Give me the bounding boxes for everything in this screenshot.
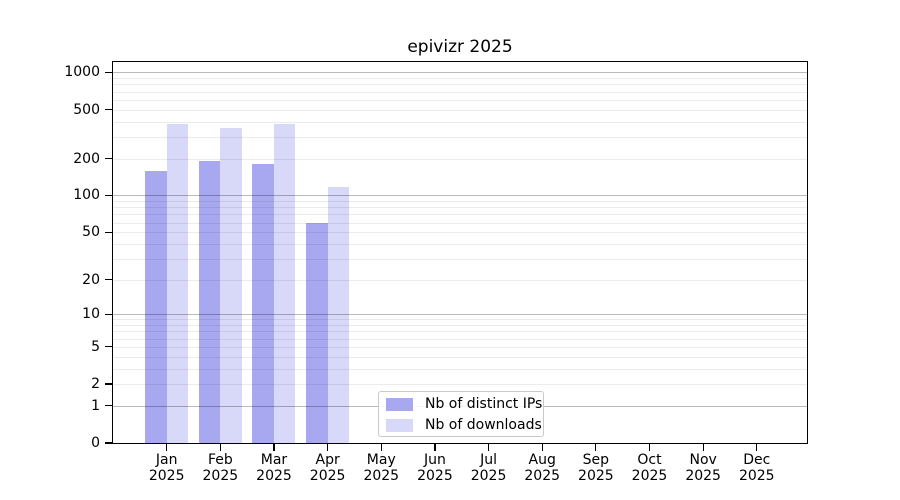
y-tick-label-500: 500 — [73, 101, 100, 118]
y-tick-20 — [105, 279, 112, 281]
x-tick-oct — [648, 444, 651, 451]
y-tick-5 — [105, 346, 112, 348]
bar-jan-nb-of-distinct-ips — [145, 171, 167, 443]
y-tick-label-10: 10 — [82, 306, 100, 323]
chart-title: epivizr 2025 — [407, 37, 513, 57]
x-tick-month-apr: Apr — [315, 452, 340, 468]
y-tick-10 — [105, 313, 112, 315]
x-tick-month-jul: Jul — [480, 452, 498, 468]
y-tick-label-20: 20 — [82, 271, 100, 288]
y-tick-200 — [105, 157, 112, 160]
y-tick-100 — [105, 194, 112, 197]
y-tick-50 — [105, 231, 112, 233]
x-tick-year-jun: 2025 — [417, 467, 453, 484]
y-tick-label-1: 1 — [91, 397, 100, 414]
x-tick-year-jul: 2025 — [470, 467, 507, 484]
x-tick-month-mar: Mar — [260, 452, 288, 468]
y-tick-label-50: 50 — [82, 224, 100, 241]
bar-mar-nb-of-downloads — [273, 124, 296, 443]
bars-layer — [113, 62, 807, 443]
x-tick-year-may: 2025 — [363, 467, 400, 484]
legend-swatch-downloads — [386, 419, 413, 432]
y-tick-1 — [105, 405, 112, 407]
x-tick-month-jan: Jan — [155, 452, 178, 468]
bar-apr-nb-of-downloads — [327, 186, 350, 443]
x-tick-feb — [219, 444, 221, 451]
x-tick-month-feb: Feb — [207, 452, 233, 468]
x-tick-month-oct: Oct — [637, 452, 662, 468]
x-tick-label-sep: Sep 2025 — [566, 452, 626, 484]
x-tick-label-jan: Jan 2025 — [137, 452, 197, 484]
y-tick-label-5: 5 — [91, 338, 100, 355]
bar-apr-nb-of-distinct-ips — [306, 222, 328, 443]
y-tick-label-100: 100 — [73, 187, 100, 204]
y-tick-0 — [105, 442, 112, 444]
x-tick-month-may: May — [366, 452, 396, 468]
x-tick-label-jun: Jun 2025 — [405, 452, 465, 484]
x-tick-may — [380, 444, 382, 451]
x-tick-month-jun: Jun — [423, 452, 446, 468]
bar-jan-nb-of-downloads — [166, 124, 189, 443]
legend-swatch-distinct-ips — [386, 398, 413, 411]
legend-entry-downloads: Nb of downloads — [379, 415, 543, 436]
x-tick-label-aug: Aug 2025 — [512, 452, 572, 484]
x-tick-jul — [487, 444, 490, 451]
bar-feb-nb-of-downloads — [220, 128, 242, 443]
x-tick-year-jan: 2025 — [148, 467, 185, 484]
legend-label-downloads: Nb of downloads — [425, 417, 542, 433]
x-tick-nov — [702, 444, 704, 451]
x-tick-label-apr: Apr 2025 — [298, 452, 358, 484]
legend: Nb of distinct IPs Nb of downloads — [378, 391, 544, 437]
y-tick-2 — [105, 383, 112, 385]
x-tick-year-feb: 2025 — [202, 467, 239, 484]
x-tick-year-dec: 2025 — [738, 467, 775, 484]
bar-mar-nb-of-distinct-ips — [252, 163, 274, 443]
x-tick-year-oct: 2025 — [631, 467, 668, 484]
x-tick-label-may: May 2025 — [351, 452, 411, 484]
x-tick-label-jul: Jul 2025 — [459, 452, 519, 484]
x-tick-label-nov: Nov 2025 — [673, 452, 733, 484]
y-tick-500 — [105, 108, 112, 111]
x-tick-aug — [541, 444, 543, 451]
x-tick-year-sep: 2025 — [578, 467, 614, 484]
y-tick-label-0: 0 — [91, 435, 100, 451]
x-tick-month-nov: Nov — [689, 452, 717, 468]
x-tick-mar — [273, 444, 275, 451]
x-tick-year-aug: 2025 — [524, 467, 561, 484]
x-tick-jan — [166, 444, 168, 451]
x-tick-label-feb: Feb 2025 — [190, 452, 250, 484]
plot-area — [112, 61, 808, 444]
x-tick-label-oct: Oct 2025 — [620, 452, 680, 484]
legend-label-distinct-ips: Nb of distinct IPs — [425, 396, 543, 412]
legend-entry-distinct-ips: Nb of distinct IPs — [379, 394, 543, 415]
x-tick-month-sep: Sep — [582, 452, 610, 468]
x-tick-jun — [434, 444, 436, 451]
y-tick-label-2: 2 — [91, 376, 100, 393]
y-tick-1000 — [105, 71, 112, 74]
bar-feb-nb-of-distinct-ips — [198, 160, 221, 443]
x-tick-sep — [595, 444, 597, 451]
y-tick-label-1000: 1000 — [64, 64, 100, 81]
x-tick-label-mar: Mar 2025 — [244, 452, 304, 484]
x-tick-month-aug: Aug — [528, 452, 556, 468]
y-tick-label-200: 200 — [73, 150, 100, 167]
x-tick-year-mar: 2025 — [256, 467, 292, 484]
x-tick-year-apr: 2025 — [309, 467, 346, 484]
x-tick-dec — [756, 444, 758, 451]
x-tick-apr — [327, 444, 329, 451]
x-tick-year-nov: 2025 — [685, 467, 721, 484]
x-tick-month-dec: Dec — [743, 452, 771, 468]
x-tick-label-dec: Dec 2025 — [727, 452, 787, 484]
